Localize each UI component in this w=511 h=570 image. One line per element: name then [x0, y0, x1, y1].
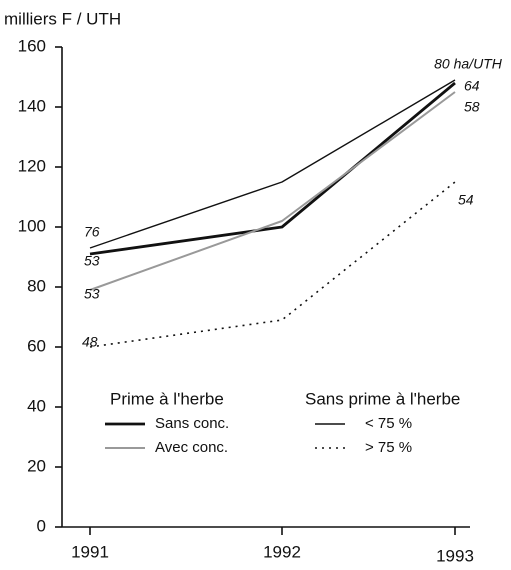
- annotation: 80 ha/UTH: [434, 56, 503, 72]
- y-tick-label: 40: [27, 396, 46, 415]
- y-tick-label: 60: [27, 336, 46, 355]
- y-tick-label: 140: [18, 96, 46, 115]
- annotation: 64: [464, 78, 480, 94]
- x-tick-label: 1991: [71, 542, 109, 561]
- annotation: 48: [82, 334, 98, 350]
- y-tick-label: 100: [18, 216, 46, 235]
- legend-group-title: Sans prime à l'herbe: [305, 389, 460, 408]
- annotation: 53: [84, 253, 100, 269]
- annotation: 76: [84, 224, 100, 240]
- x-tick-label: 1993: [436, 546, 474, 565]
- y-tick-label: 80: [27, 276, 46, 295]
- legend-label: Sans conc.: [155, 415, 229, 432]
- x-tick-label: 1992: [263, 542, 301, 561]
- y-tick-label: 120: [18, 156, 46, 175]
- legend-label: < 75 %: [365, 415, 412, 432]
- annotation: 54: [458, 192, 474, 208]
- series-line: [89, 81, 456, 256]
- legend-label: > 75 %: [365, 439, 412, 456]
- y-tick-label: 20: [27, 456, 46, 475]
- annotation: 58: [464, 99, 480, 115]
- series-line: [89, 181, 456, 348]
- y-axis-label: milliers F / UTH: [4, 9, 121, 28]
- series-line: [89, 79, 456, 249]
- legend-group-title: Prime à l'herbe: [110, 389, 224, 408]
- annotation: 53: [84, 286, 100, 302]
- series-line: [89, 91, 456, 291]
- legend-label: Avec conc.: [155, 439, 228, 456]
- y-tick-label: 0: [37, 516, 46, 535]
- y-tick-label: 160: [18, 36, 46, 55]
